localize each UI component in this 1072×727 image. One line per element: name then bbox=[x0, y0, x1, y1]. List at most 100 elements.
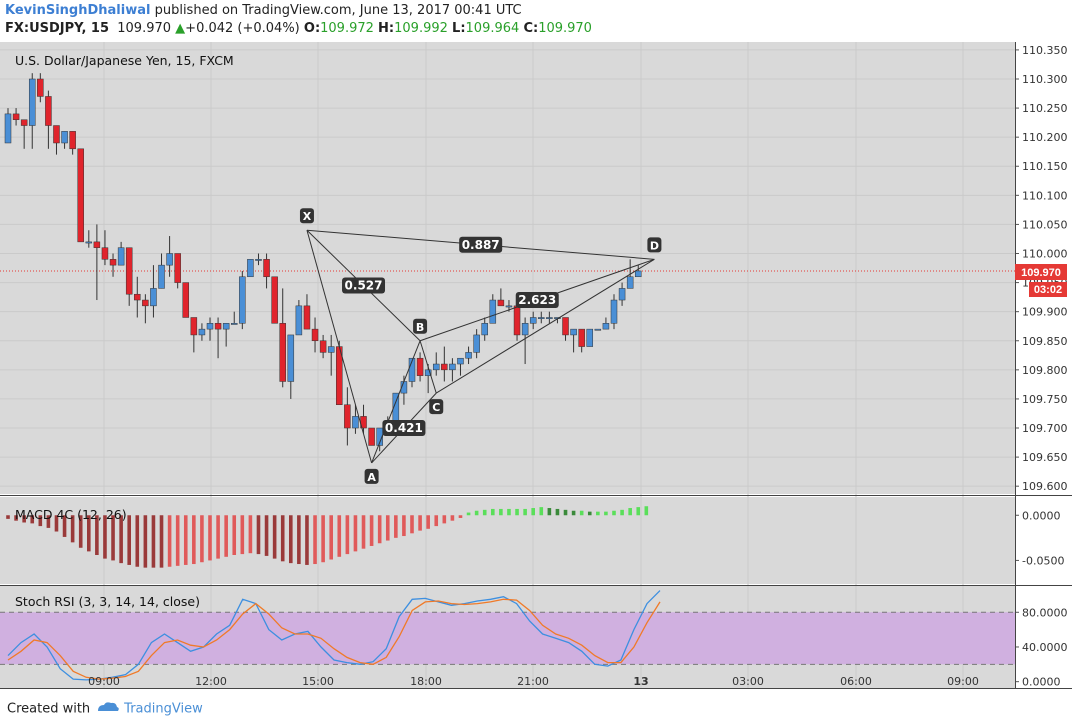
macd-bar bbox=[531, 508, 535, 516]
candle-body bbox=[93, 241, 101, 248]
macd-bar bbox=[361, 515, 366, 549]
candle-body bbox=[125, 247, 133, 295]
ratio-label: 2.623 bbox=[518, 293, 556, 307]
macd-bar bbox=[402, 515, 406, 537]
price-badge: 109.970 bbox=[1015, 264, 1067, 280]
macd-bar bbox=[434, 515, 439, 527]
macd-bar bbox=[636, 507, 641, 516]
candle-body bbox=[37, 78, 44, 97]
author-link[interactable]: KevinSinghDhaliwal bbox=[5, 3, 151, 18]
price-tick-label: 109.800 bbox=[1022, 364, 1068, 377]
close-value: 109.970 bbox=[538, 21, 592, 36]
candle-body bbox=[303, 305, 311, 330]
macd-bar bbox=[256, 515, 261, 555]
macd-bar bbox=[62, 515, 67, 537]
low-label: L: bbox=[452, 21, 466, 36]
macd-bar bbox=[571, 510, 576, 516]
ratio-label: 0.421 bbox=[385, 421, 423, 435]
pattern-leg bbox=[371, 340, 421, 464]
countdown-badge: 03:02 bbox=[1029, 282, 1067, 297]
candle-body bbox=[101, 247, 109, 260]
macd-bar bbox=[280, 515, 285, 562]
macd-bar bbox=[232, 515, 237, 555]
stoch-pane-title: Stoch RSI (3, 3, 14, 14, close) bbox=[15, 594, 200, 609]
time-tick-label: 12:00 bbox=[195, 675, 227, 688]
ratio-label-bg bbox=[342, 277, 386, 294]
candle-body bbox=[610, 299, 618, 324]
macd-bar bbox=[515, 508, 519, 516]
candle-body bbox=[594, 328, 602, 331]
candle-body bbox=[416, 357, 424, 376]
point-label-bg bbox=[647, 237, 662, 253]
candle-body bbox=[570, 328, 577, 336]
change-value: +0.042 (+0.04%) bbox=[185, 21, 300, 36]
point-label-bg bbox=[413, 318, 428, 334]
macd-bar bbox=[216, 515, 220, 559]
macd-bar bbox=[192, 515, 196, 565]
candle-body bbox=[352, 416, 359, 429]
macd-bar bbox=[547, 508, 552, 516]
symbol-label: FX:USDJPY, 15 bbox=[5, 21, 109, 36]
macd-bar bbox=[183, 515, 188, 565]
point-label: C bbox=[432, 401, 440, 414]
macd-bar bbox=[143, 515, 148, 568]
candle-body bbox=[12, 113, 20, 120]
macd-bar bbox=[175, 515, 180, 566]
price-tick-label: 110.250 bbox=[1022, 102, 1068, 115]
candle-body bbox=[513, 305, 521, 336]
macd-bar bbox=[628, 508, 632, 516]
macd-bar bbox=[87, 515, 91, 552]
candle-body bbox=[109, 259, 117, 266]
point-label: A bbox=[367, 471, 376, 484]
point-label-bg bbox=[429, 399, 444, 415]
macd-bar bbox=[612, 510, 616, 516]
candle-body bbox=[634, 270, 642, 278]
candle-body bbox=[319, 340, 327, 353]
time-tick-label: 18:00 bbox=[410, 675, 442, 688]
candle-body bbox=[69, 131, 76, 150]
macd-bar bbox=[289, 515, 293, 564]
point-label: B bbox=[416, 321, 424, 334]
macd-bar bbox=[426, 515, 430, 529]
macd-bar bbox=[78, 515, 83, 548]
candle-body bbox=[117, 247, 125, 266]
macd-bar bbox=[329, 515, 333, 560]
time-tick-label: 09:00 bbox=[88, 675, 120, 688]
low-value: 109.964 bbox=[465, 21, 520, 36]
price-badge-text: 109.970 bbox=[1021, 267, 1061, 279]
macd-tick-label: -0.0500 bbox=[1022, 554, 1064, 567]
macd-bar bbox=[353, 515, 358, 552]
candle-body bbox=[586, 328, 594, 347]
candle-body bbox=[222, 323, 230, 330]
last-price: 109.970 bbox=[117, 21, 172, 36]
macd-bar bbox=[345, 515, 350, 555]
macd-bar bbox=[30, 515, 35, 524]
price-tick-label: 110.100 bbox=[1022, 189, 1068, 202]
candle-body bbox=[20, 119, 28, 126]
macd-bar bbox=[385, 515, 390, 541]
macd-bar bbox=[442, 515, 447, 524]
candle-body bbox=[198, 328, 206, 336]
candle-body bbox=[562, 317, 569, 336]
macd-bar bbox=[264, 515, 269, 556]
macd-bar bbox=[579, 510, 584, 516]
tradingview-logo-icon[interactable] bbox=[96, 701, 120, 717]
time-tick-label: 06:00 bbox=[840, 675, 872, 688]
macd-bar bbox=[111, 515, 115, 561]
stoch-d-line bbox=[7, 598, 661, 680]
candle-body bbox=[263, 259, 270, 278]
ohlc-bar: FX:USDJPY, 15 109.970 ▲+0.042 (+0.04%) O… bbox=[5, 21, 592, 36]
candle-body bbox=[457, 357, 464, 365]
macd-bar bbox=[555, 508, 560, 516]
candle-body bbox=[497, 299, 505, 307]
time-tick-label: 13 bbox=[633, 675, 648, 688]
tradingview-link[interactable]: TradingView bbox=[124, 701, 203, 717]
macd-bar bbox=[491, 508, 495, 516]
macd-bar bbox=[6, 515, 10, 519]
high-value: 109.992 bbox=[394, 21, 448, 36]
macd-bar bbox=[127, 515, 131, 565]
price-tick-label: 110.050 bbox=[1022, 218, 1068, 231]
up-arrow-icon: ▲ bbox=[175, 21, 186, 36]
macd-bar bbox=[54, 515, 59, 532]
